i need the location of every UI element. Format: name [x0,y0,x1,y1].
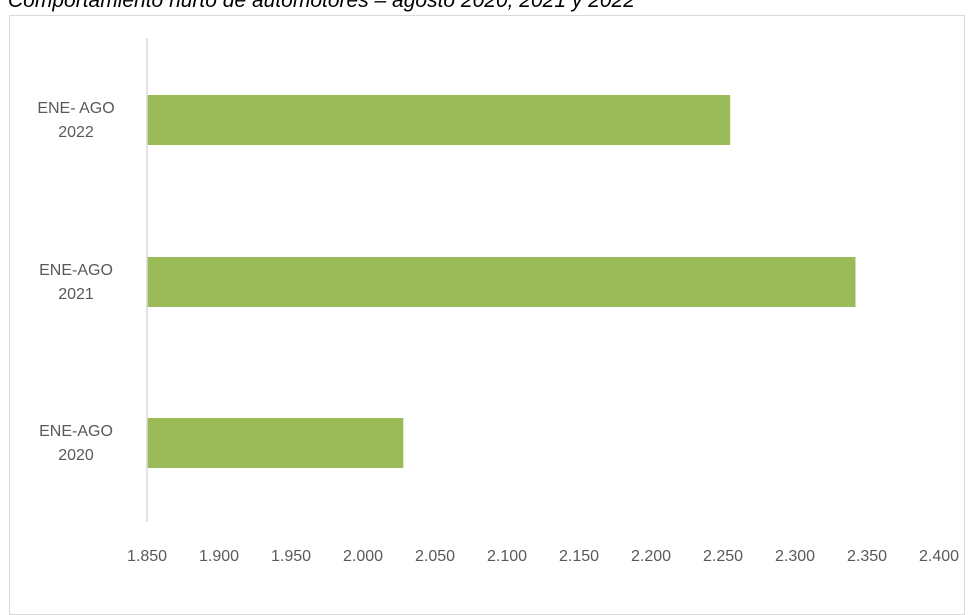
x-tick-label-3: 2.000 [343,548,383,565]
category-label-0: ENE- AGO 2022 [37,100,114,141]
x-tick-labels: 1.850 1.900 1.950 2.000 2.050 2.100 2.150 2.200… [127,548,959,565]
x-tick-label-5: 2.100 [487,548,527,565]
bar-2 [147,418,404,468]
chart-title: Comportamiento hurto de automotores – ag… [8,0,635,12]
x-tick-label-10: 2.350 [847,548,887,565]
x-tick-label-8: 2.250 [703,548,743,565]
x-tick-label-7: 2.200 [631,548,671,565]
bars-layer [147,95,856,468]
x-tick-label-4: 2.050 [415,548,455,565]
bar-chart: ENE- AGO 2022 ENE-AGO 2021 ENE-AGO 2020 1.850… [37,38,959,565]
category-label-1: ENE-AGO 2021 [39,262,113,303]
category-label-2: ENE-AGO 2020 [39,423,113,464]
x-tick-label-11: 2.400 [919,548,959,565]
x-tick-label-9: 2.300 [775,548,815,565]
bar-1 [147,257,856,307]
x-tick-label-1: 1.900 [199,548,239,565]
x-tick-label-2: 1.950 [271,548,311,565]
bar-0 [147,95,731,145]
category-labels: ENE- AGO 2022 ENE-AGO 2021 ENE-AGO 2020 [37,100,114,464]
x-tick-label-0: 1.850 [127,548,167,565]
x-tick-label-6: 2.150 [559,548,599,565]
